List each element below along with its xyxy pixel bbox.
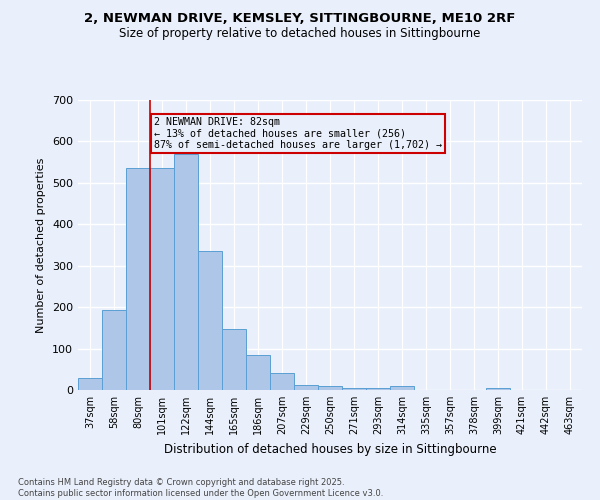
Text: Contains HM Land Registry data © Crown copyright and database right 2025.
Contai: Contains HM Land Registry data © Crown c… bbox=[18, 478, 383, 498]
Bar bbox=[486, 388, 510, 390]
Text: Size of property relative to detached houses in Sittingbourne: Size of property relative to detached ho… bbox=[119, 28, 481, 40]
Bar bbox=[78, 378, 102, 390]
X-axis label: Distribution of detached houses by size in Sittingbourne: Distribution of detached houses by size … bbox=[164, 442, 496, 456]
Bar bbox=[318, 386, 342, 390]
Bar bbox=[102, 310, 126, 390]
Bar bbox=[222, 328, 246, 390]
Bar bbox=[246, 355, 270, 390]
Y-axis label: Number of detached properties: Number of detached properties bbox=[37, 158, 46, 332]
Text: 2, NEWMAN DRIVE, KEMSLEY, SITTINGBOURNE, ME10 2RF: 2, NEWMAN DRIVE, KEMSLEY, SITTINGBOURNE,… bbox=[85, 12, 515, 26]
Bar bbox=[198, 251, 222, 390]
Bar bbox=[150, 168, 174, 390]
Text: 2 NEWMAN DRIVE: 82sqm
← 13% of detached houses are smaller (256)
87% of semi-det: 2 NEWMAN DRIVE: 82sqm ← 13% of detached … bbox=[154, 116, 442, 150]
Bar bbox=[390, 386, 414, 390]
Bar bbox=[270, 372, 294, 390]
Bar bbox=[342, 388, 366, 390]
Bar bbox=[366, 388, 390, 390]
Bar bbox=[174, 154, 198, 390]
Bar bbox=[294, 385, 318, 390]
Bar bbox=[126, 168, 150, 390]
